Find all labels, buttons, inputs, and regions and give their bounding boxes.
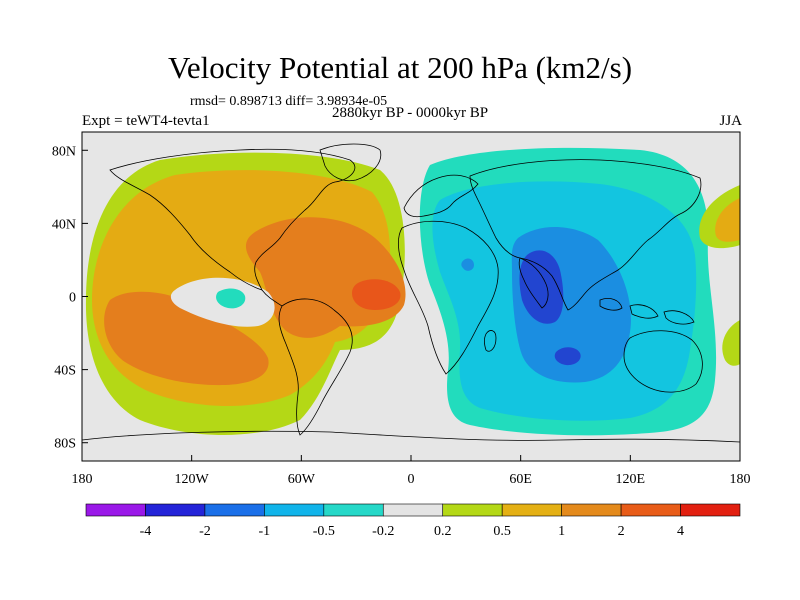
colorbar-swatch (442, 503, 503, 517)
colorbar-label: -0.2 (372, 524, 394, 539)
colorbar-swatch (382, 503, 444, 517)
contour-field (82, 132, 740, 461)
colorbar-swatch (264, 503, 325, 517)
x-axis: 180 120W 60W 0 60E 120E 180 (72, 455, 751, 487)
stats-text: rmsd= 0.898713 diff= 3.98934e-05 (190, 94, 388, 109)
colorbar-label: 4 (677, 524, 684, 539)
period-label: 2880kyr BP - 0000kyr BP (331, 105, 489, 121)
colorbar-swatch (85, 503, 146, 517)
colorbar-label: 0.2 (434, 524, 452, 539)
colorbar-label: 0.5 (493, 524, 511, 539)
colorbar-label: 2 (618, 524, 625, 539)
contour-pos-1-b (104, 291, 269, 386)
x-tick-label: 60E (509, 472, 532, 487)
colorbar-label: -0.5 (313, 524, 335, 539)
x-tick-label: 180 (72, 472, 93, 487)
x-tick-label: 60W (288, 472, 316, 487)
colorbar-label: -2 (199, 524, 211, 539)
x-tick-label: 180 (730, 472, 751, 487)
season-label: JJA (719, 113, 742, 129)
contour-neg-2 (519, 250, 564, 324)
x-tick-label: 0 (408, 472, 415, 487)
colorbar-swatch (620, 503, 681, 517)
colorbar-swatch (501, 503, 562, 517)
contour-pos-east-0-2-b (722, 320, 740, 366)
colorbar-swatch (323, 503, 384, 517)
x-tick-label: 120W (175, 472, 210, 487)
colorbar-swatch (145, 503, 206, 517)
colorbar-swatch (204, 503, 265, 517)
coastlines (82, 143, 740, 443)
contour-pos-2 (352, 279, 401, 310)
y-tick-label: 80S (54, 437, 76, 452)
y-tick-label: 80N (52, 144, 76, 159)
y-tick-label: 40S (54, 364, 76, 379)
map-title: Velocity Potential at 200 hPa (km2/s) (167, 50, 633, 85)
contour-neg-2-b (554, 347, 581, 366)
colorbar-label: -4 (140, 524, 152, 539)
y-tick-label: 40N (52, 217, 76, 232)
colorbar-swatch (561, 503, 622, 517)
colorbar-label: 1 (558, 524, 565, 539)
contour-neg-0-2-pacific (216, 288, 246, 309)
colorbar-swatch (680, 503, 741, 517)
y-tick-label: 0 (69, 291, 76, 306)
y-axis: 80N 40N 0 40S 80S (52, 144, 88, 452)
x-tick-label: 120E (616, 472, 646, 487)
contour-pos-east-0-5 (715, 198, 740, 242)
colorbar-label: -1 (259, 524, 271, 539)
experiment-label: Expt = teWT4-tevta1 (82, 113, 210, 129)
contour-neg-1-b (461, 258, 474, 271)
colorbar: -4 -2 -1 -0.5 -0.2 0.2 0.5 1 2 4 (85, 503, 741, 539)
